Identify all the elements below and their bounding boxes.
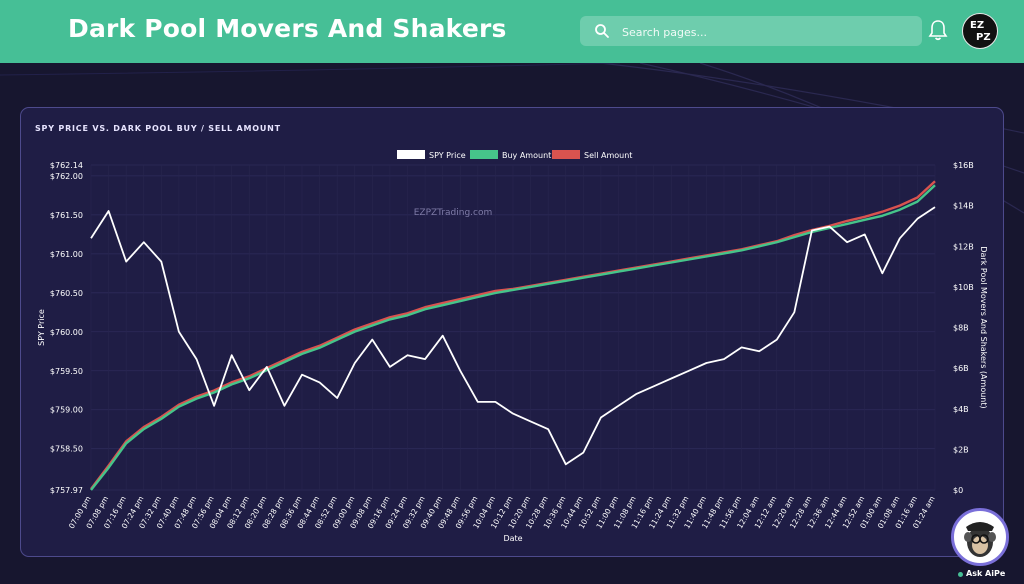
page-title: Dark Pool Movers And Shakers: [68, 14, 507, 43]
series-line-spy-price: [90, 206, 936, 466]
y-tick-label-right: $10B: [953, 283, 974, 292]
legend-swatch: [397, 150, 425, 159]
search-input[interactable]: [620, 22, 914, 42]
y-tick-label-right: $2B: [953, 445, 969, 454]
assistant-label[interactable]: Ask AiPe: [966, 569, 1006, 578]
y-tick-label-left: $759.00: [50, 406, 83, 415]
monkey-mascot-icon: [964, 522, 996, 557]
chart-title: SPY PRICE VS. DARK POOL BUY / SELL AMOUN…: [35, 124, 281, 133]
y-axis-label-left: SPY Price: [37, 309, 46, 346]
top-bar: Dark Pool Movers And Shakers EZ PZ: [0, 0, 1024, 63]
y-tick-label-left: $762.00: [50, 172, 83, 181]
y-tick-label-left: $757.97: [50, 486, 83, 495]
y-axis-label-right: Dark Pool Movers And Shakers (Amount): [979, 246, 988, 408]
y-tick-label-right: $6B: [953, 364, 969, 373]
y-tick-label-right: $4B: [953, 405, 969, 414]
y-tick-label-left: $759.50: [50, 367, 83, 376]
legend-swatch: [470, 150, 498, 159]
y-tick-label-left: $761.50: [50, 211, 83, 220]
search-icon: [595, 24, 609, 38]
chart: $762.14 $762.00 $761.50 $761.00 $760.50 $760.…: [37, 150, 988, 543]
y-tick-label-right: $12B: [953, 242, 974, 251]
avatar-text-top: EZ: [970, 20, 985, 31]
online-status-dot: [958, 572, 963, 577]
watermark: EZPZTrading.com: [414, 208, 493, 218]
assistant-button[interactable]: [951, 508, 1009, 566]
x-axis-label: Date: [503, 534, 522, 543]
legend-label: Sell Amount: [584, 151, 632, 160]
legend-label: SPY Price: [429, 151, 466, 160]
y-tick-label-left: $760.00: [50, 328, 83, 337]
y-tick-label-right: $14B: [953, 202, 974, 211]
y-tick-label-right: $8B: [953, 324, 969, 333]
y-tick-label-left: $761.00: [50, 250, 83, 259]
chart-card: SPY PRICE VS. DARK POOL BUY / SELL AMOUN…: [20, 107, 1004, 557]
avatar-text-bottom: PZ: [976, 32, 991, 43]
y-tick-label-right: $16B: [953, 161, 974, 170]
y-tick-label-left: $758.50: [50, 445, 83, 454]
notification-bell-icon[interactable]: [928, 19, 948, 41]
legend-label: Buy Amount: [502, 151, 551, 160]
y-tick-label-right: $0: [953, 486, 963, 495]
series-line-buy-amount: [90, 184, 936, 491]
legend-swatch: [552, 150, 580, 159]
y-tick-label-left: $762.14: [50, 161, 83, 170]
search-box[interactable]: [580, 16, 922, 46]
avatar[interactable]: EZ PZ: [962, 13, 998, 49]
y-tick-label-left: $760.50: [50, 289, 83, 298]
